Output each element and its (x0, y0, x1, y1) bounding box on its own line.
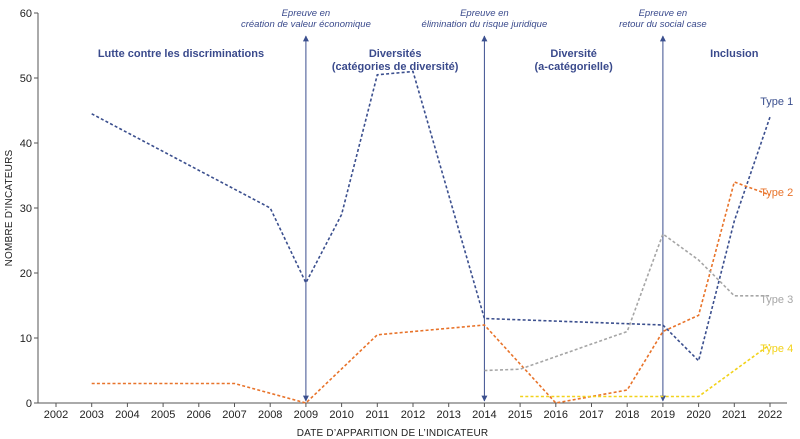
period-label: Inclusion (710, 48, 759, 60)
series-line-4 (520, 343, 771, 398)
period-label-line: Diversités (369, 48, 422, 60)
x-tick-label: 2017 (579, 409, 603, 421)
axes: 0 10 20 30 40 50 60 2002 2003 2004 2005 2006 2007 200… (4, 8, 787, 439)
series-label-2: Type 2 (760, 187, 793, 199)
x-tick-label: 2020 (686, 409, 710, 421)
x-tick-label: 2018 (615, 409, 639, 421)
period-label-line: (a-catégorielle) (535, 61, 614, 73)
event-label-line: élimination du risque juridique (422, 19, 548, 30)
period-label-line: Inclusion (710, 48, 759, 60)
event-label: Epreuve en élimination du risque juridiqu… (422, 8, 548, 30)
x-tick-label: 2022 (758, 409, 782, 421)
y-tick-label: 10 (20, 333, 32, 345)
x-tick-label: 2013 (436, 409, 460, 421)
x-tick-label: 2002 (44, 409, 68, 421)
x-axis-title: DATE D’APPARITION DE L’INDICATEUR (297, 428, 489, 439)
event-label-line: Epreuve en (639, 8, 688, 19)
x-tick-label: 2005 (151, 409, 175, 421)
x-tick-label: 2012 (401, 409, 425, 421)
x-tick-label: 2010 (329, 409, 353, 421)
series-lines (91, 70, 771, 404)
event-label: Epreuve en retour du social case (619, 8, 707, 30)
event-markers: Epreuve en création de valeur économiqueE… (241, 8, 707, 402)
y-tick-label: 30 (20, 203, 32, 215)
period-label-line: Diversité (550, 48, 596, 60)
x-tick-label: 2015 (508, 409, 532, 421)
x-tick-label: 2016 (544, 409, 568, 421)
y-tick-label: 50 (20, 73, 32, 85)
series-labels: Type 1 Type 2 Type 3 Type 4 (760, 96, 793, 355)
y-tick-label: 60 (20, 8, 32, 20)
event-label-line: Epreuve en (460, 8, 509, 19)
series-label-4: Type 4 (760, 343, 793, 355)
x-tick-label: 2003 (79, 409, 103, 421)
event-label-line: retour du social case (619, 19, 707, 30)
period-label: Diversités (catégories de diversité) (332, 48, 459, 73)
y-tick-label: 40 (20, 138, 32, 150)
y-axis-title: NOMBRE D’INCATEURS (4, 149, 15, 266)
period-label-line: Lutte contre les discriminations (98, 48, 264, 60)
x-tick-label: 2019 (651, 409, 675, 421)
period-label-line: (catégories de diversité) (332, 61, 459, 73)
x-tick-label: 2014 (472, 409, 496, 421)
y-tick-label: 0 (26, 398, 32, 410)
y-tick-label: 20 (20, 268, 32, 280)
period-label: Diversité (a-catégorielle) (535, 48, 614, 73)
x-tick-label: 2008 (258, 409, 282, 421)
series-label-3: Type 3 (760, 294, 793, 306)
x-tick-label: 2021 (722, 409, 746, 421)
event-label: Epreuve en création de valeur économique (241, 8, 371, 30)
x-tick-label: 2011 (365, 409, 389, 421)
series-line-3 (484, 232, 770, 372)
x-tick-label: 2007 (222, 409, 246, 421)
event-label-line: Epreuve en (282, 8, 331, 19)
period-labels: Lutte contre les discriminations Diversit… (98, 48, 759, 73)
event-label-line: création de valeur économique (241, 19, 371, 30)
series-line-2 (91, 180, 771, 404)
x-tick-label: 2006 (187, 409, 211, 421)
x-tick-label: 2009 (294, 409, 318, 421)
series-line-1 (91, 70, 771, 363)
series-label-1: Type 1 (760, 96, 793, 108)
period-label: Lutte contre les discriminations (98, 48, 264, 60)
x-tick-label: 2004 (115, 409, 139, 421)
